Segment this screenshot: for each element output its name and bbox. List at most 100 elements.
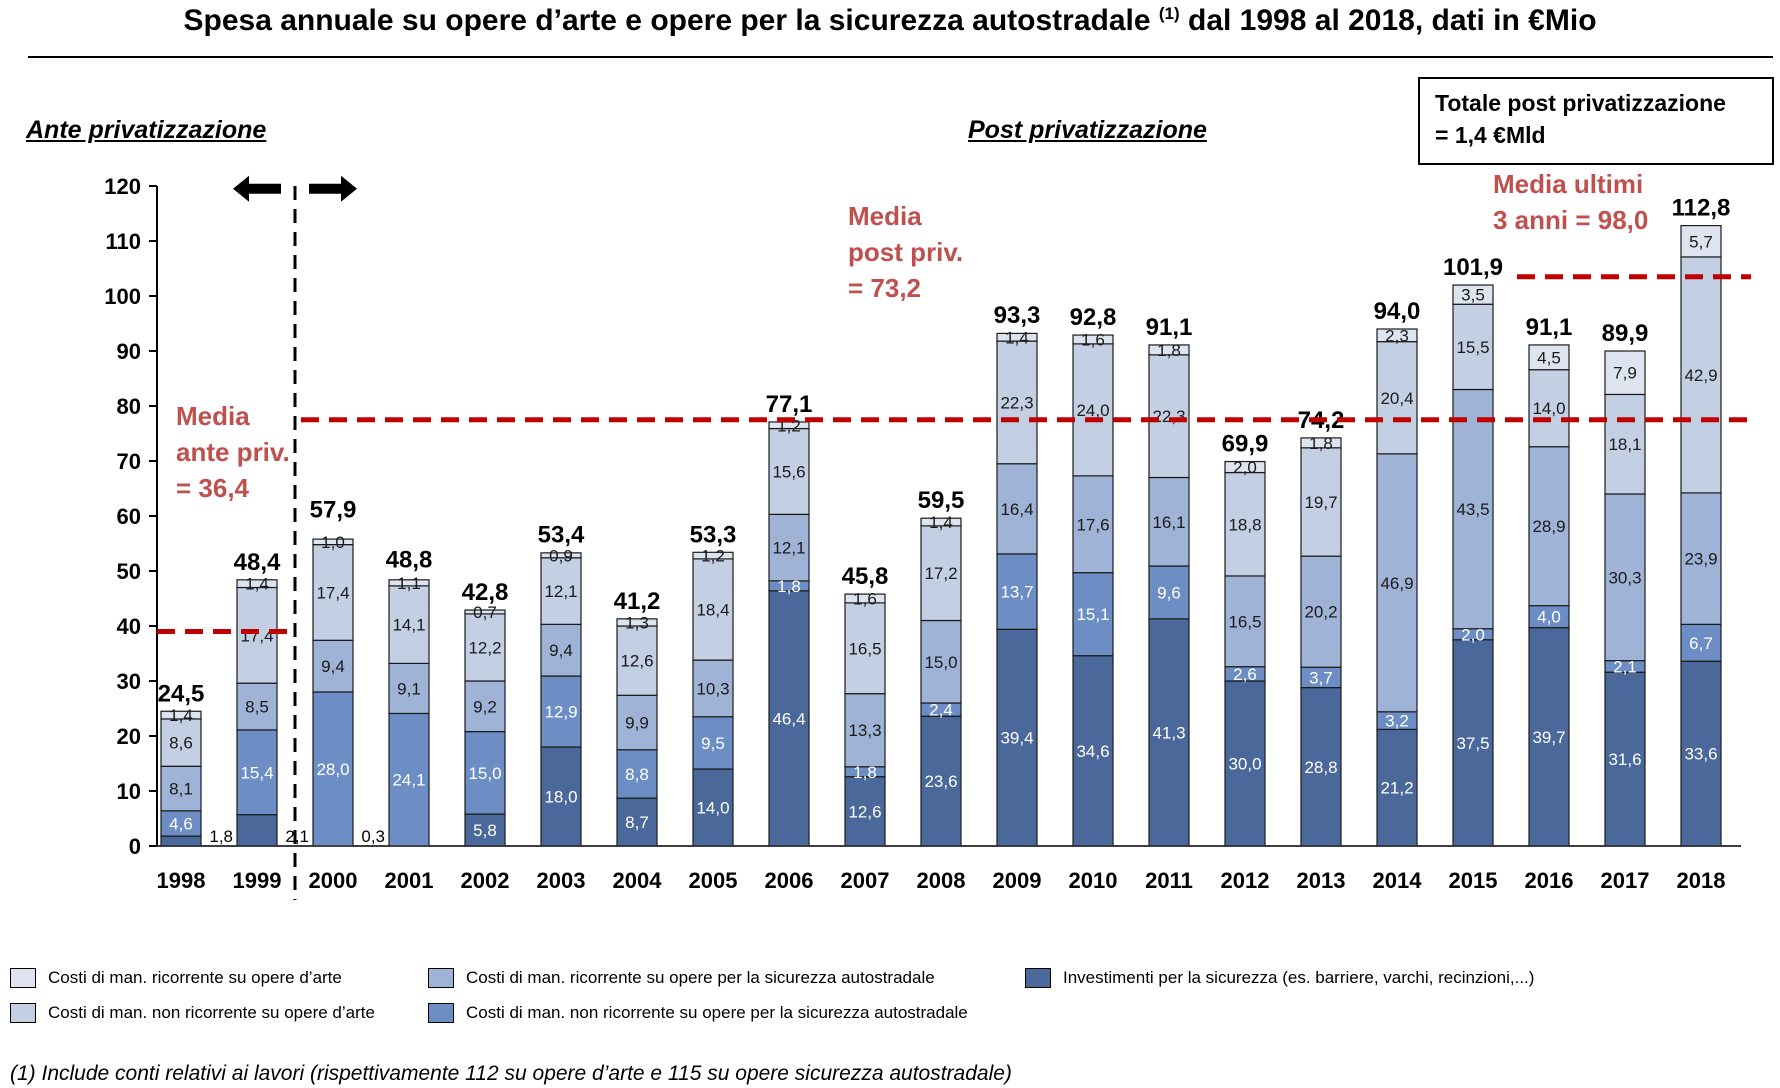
bar-segment [1604,671,1646,847]
x-category-label: 2017 [1601,868,1650,893]
segment-value-label: 1,8 [1157,341,1181,360]
segment-value-label: 4,0 [1537,608,1561,627]
segment-value-label: 18,8 [1228,515,1261,534]
segment-value-label: 8,5 [245,698,269,717]
bar-segment [844,593,886,604]
segment-value-label: 8,7 [625,813,649,832]
legend-swatch [428,968,454,988]
average-ante-line-3: = 36,4 [176,473,250,503]
y-tick-label: 40 [117,614,141,639]
segment-value-label: 1,4 [929,513,953,532]
segment-value-label: 1,4 [245,575,269,594]
segment-value-label: 39,7 [1532,728,1565,747]
total-value-label: 94,0 [1374,298,1421,325]
legend-label: Costi di man. non ricorrente su opere d’… [48,1003,375,1022]
bar-segment [1376,453,1418,713]
bar-segment [1452,639,1494,847]
x-category-label: 2003 [537,868,586,893]
segment-value-label: 43,5 [1456,500,1489,519]
bar-segment [616,618,658,627]
segment-value-label: 12,1 [544,582,577,601]
segment-value-label: 9,4 [321,657,345,676]
bar-segment [692,551,734,560]
bar-segment [464,609,506,615]
segment-value-label: 39,4 [1000,729,1033,748]
segment-value-label: 2,1 [1613,657,1637,676]
segment-value-label: 33,6 [1684,745,1717,764]
legend-label: Costi di man. ricorrente su opere d’arte [48,968,342,987]
total-value-label: 48,8 [386,547,433,574]
segment-value-label: 46,4 [772,709,805,728]
bar-segment [1680,225,1722,258]
total-box-line-2: = 1,4 €Mld [1435,122,1546,148]
segment-value-label: 17,6 [1076,515,1109,534]
segment-value-label: 30,3 [1608,568,1641,587]
total-value-label: 48,4 [234,549,281,576]
average-last3-line-2: 3 anni = 98,0 [1493,205,1649,235]
segment-value-label: 1,6 [853,590,877,609]
bar-segment [1528,446,1570,607]
bar-segment [1604,493,1646,662]
bar-segment [616,625,658,696]
bar-segment [844,693,886,768]
x-category-label: 2009 [993,868,1042,893]
bar-segment [768,427,810,515]
segment-value-label: 12,9 [544,703,577,722]
y-tick-label: 10 [117,779,141,804]
bar-segment [236,579,278,589]
x-category-label: 2000 [309,868,358,893]
bar-segment [1680,256,1722,494]
bar-segment [920,619,962,704]
x-category-label: 2006 [765,868,814,893]
segment-value-label: 15,0 [468,764,501,783]
total-value-label: 57,9 [310,497,357,524]
average-lines [157,274,1751,634]
legend-item-investimenti-sicurezza: Investimenti per la sicurezza (es. barri… [1025,965,1534,991]
y-tick-label: 90 [117,339,141,364]
bar-segment [540,557,582,625]
segment-value-label: 16,1 [1152,513,1185,532]
segment-value-label: 9,1 [397,679,421,698]
total-value-label: 24,5 [158,680,205,707]
bar-segment [312,543,354,641]
segment-value-label: 14,0 [1532,399,1565,418]
segment-value-label: 30,0 [1228,755,1261,774]
bar-segment [1224,471,1266,577]
footnote: (1) Include conti relativi ai lavori (ri… [10,1062,1012,1085]
segment-value-label: 22,3 [1000,393,1033,412]
legend-label: Costi di man. ricorrente su opere per la… [466,968,935,987]
segment-value-label: 1,6 [1081,330,1105,349]
bar-segment [1604,393,1646,495]
segment-value-label: 4,5 [1537,348,1561,367]
x-category-label: 2001 [385,868,434,893]
total-value-label: 42,8 [462,579,509,606]
bar-segment [236,814,278,847]
chart-title: Spesa annuale su opere d’arte e opere pe… [0,4,1780,38]
outside-value-label: 1,8 [209,827,233,846]
bar-segment [1148,476,1190,567]
y-tick-label: 110 [106,229,142,254]
bar-segment [160,718,202,767]
y-tick-label: 20 [117,724,141,749]
stacked-bar-chart: 0 10 20 30 40 50 60 70 80 90 100 110 120 1998 1999 2000… [104,174,1751,900]
total-value-label: 101,9 [1443,254,1503,281]
bar-segment [1300,447,1342,557]
segment-value-label: 13,7 [1000,583,1033,602]
legend-swatch [10,1003,36,1023]
segment-value-label: 28,8 [1304,758,1337,777]
segment-value-label: 2,0 [1461,625,1485,644]
bar-segment [540,675,582,748]
segment-value-label: 9,4 [549,641,573,660]
bar-segment [996,553,1038,630]
segment-value-label: 2,4 [929,701,953,720]
segment-value-label: 10,3 [696,679,729,698]
segment-value-label: 15,5 [1456,338,1489,357]
segment-value-label: 8,8 [625,765,649,784]
segment-value-label: 12,1 [772,539,805,558]
legend-item-non-ricorrente-sicurezza: Costi di man. non ricorrente su opere pe… [428,1000,968,1026]
bar-segment [1072,655,1114,847]
bar-segment [1376,728,1418,847]
bar-segment [160,710,202,720]
segment-value-label: 1,4 [1005,328,1029,347]
x-category-label: 2010 [1069,868,1118,893]
